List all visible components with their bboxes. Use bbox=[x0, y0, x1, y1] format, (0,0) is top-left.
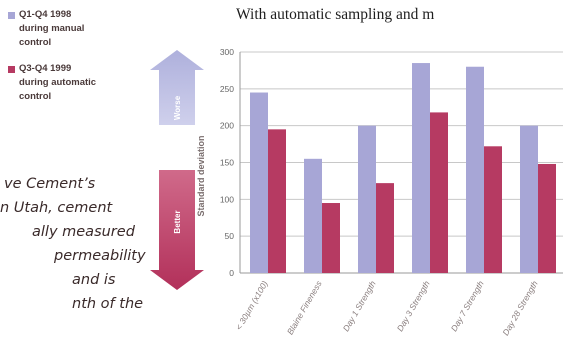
chart-title: With automatic sampling and m bbox=[236, 6, 435, 23]
bar-automatic bbox=[430, 112, 448, 273]
bar-automatic bbox=[484, 146, 502, 273]
category-label: < 30µm (x100) bbox=[233, 279, 269, 332]
bar-manual bbox=[412, 63, 430, 273]
y-tick-label: 200 bbox=[220, 121, 234, 131]
body-line: ally measured bbox=[32, 224, 135, 240]
better-arrow-label: Better bbox=[173, 210, 182, 233]
bar-automatic bbox=[268, 129, 286, 273]
legend-label-automatic: Q3-Q4 1999 during automatic control bbox=[19, 63, 97, 102]
bar-manual bbox=[304, 158, 322, 273]
y-tick-label: 150 bbox=[220, 158, 234, 168]
body-line: and is bbox=[72, 272, 116, 288]
bar-automatic bbox=[322, 203, 340, 273]
bar-automatic bbox=[376, 183, 394, 273]
category-label: Day 3 Strength bbox=[395, 279, 432, 333]
better-arrow-down-shape bbox=[150, 170, 204, 290]
legend: Q1-Q4 1998 during manual control Q3-Q4 1… bbox=[8, 8, 158, 116]
body-line: n Utah, cement bbox=[0, 200, 113, 216]
category-labels: < 30µm (x100) Blaine Fineness Day 1 Streng… bbox=[233, 278, 539, 337]
bars bbox=[250, 63, 556, 274]
y-tick-label: 0 bbox=[229, 268, 234, 278]
y-tick-label: 100 bbox=[220, 194, 234, 204]
bar-manual bbox=[250, 92, 268, 274]
category-label: Day 28 Strength bbox=[500, 279, 540, 337]
legend-swatch-automatic bbox=[8, 66, 15, 73]
worse-arrow-up-shape bbox=[150, 50, 204, 125]
legend-swatch-manual bbox=[8, 12, 15, 19]
legend-label-manual: Q1-Q4 1998 during manual control bbox=[19, 9, 85, 48]
gridlines bbox=[239, 51, 563, 274]
worse-arrow: Worse bbox=[150, 50, 204, 125]
body-line: ve Cement’s bbox=[4, 176, 96, 192]
y-tick-label: 50 bbox=[225, 231, 235, 241]
legend-item-manual: Q1-Q4 1998 during manual control bbox=[8, 8, 158, 50]
y-tick-labels: 0 50 100 150 200 250 300 bbox=[220, 47, 234, 278]
category-label: Day 1 Strength bbox=[341, 279, 378, 333]
body-text: ve Cement’s n Utah, cement ally measured… bbox=[0, 172, 160, 316]
better-arrow: Better bbox=[150, 170, 204, 290]
category-label: Day 7 Strength bbox=[449, 279, 486, 333]
body-line: nth of the bbox=[72, 296, 144, 312]
bar-automatic bbox=[538, 163, 556, 273]
worse-arrow-label: Worse bbox=[173, 95, 182, 120]
y-tick-label: 300 bbox=[220, 47, 234, 57]
bar-manual bbox=[466, 66, 484, 273]
body-line: permeability bbox=[54, 248, 146, 264]
legend-item-automatic: Q3-Q4 1999 during automatic control bbox=[8, 62, 158, 104]
y-tick-label: 250 bbox=[220, 84, 234, 94]
bar-manual bbox=[520, 125, 538, 274]
category-label: Blaine Fineness bbox=[285, 278, 324, 336]
bar-manual bbox=[358, 125, 376, 274]
y-axis-label: Standard deviation bbox=[196, 135, 206, 216]
